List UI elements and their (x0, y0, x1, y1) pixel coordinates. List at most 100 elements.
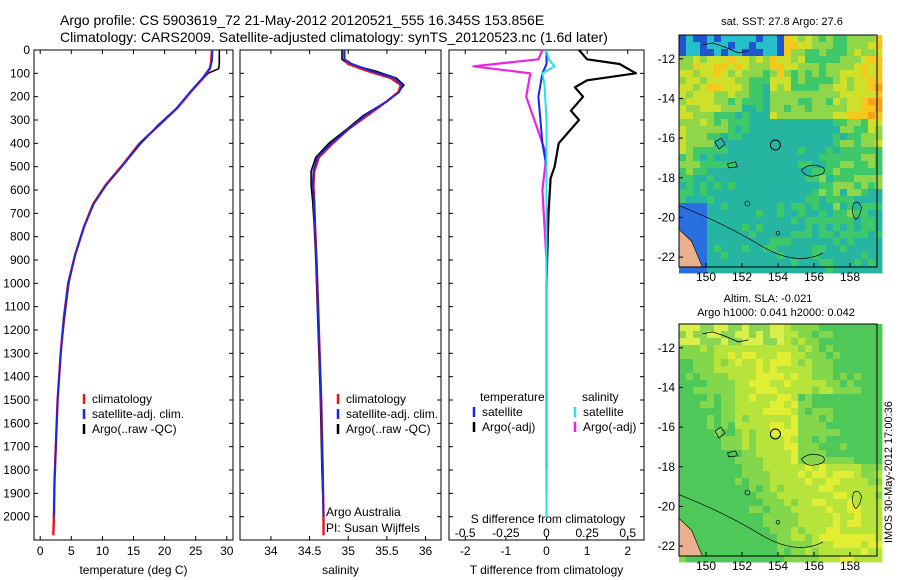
map-cell (749, 408, 757, 416)
map-cell (777, 182, 785, 190)
map-cell (763, 126, 771, 134)
map-cell (875, 401, 883, 409)
map-cell (798, 119, 806, 127)
map-cell (770, 175, 778, 183)
map-cell (735, 203, 743, 211)
map-cell (707, 133, 715, 141)
map-cell (840, 49, 848, 57)
map-cell (805, 541, 813, 549)
map-cell (805, 534, 813, 542)
map-cell (693, 91, 701, 99)
map-cell (700, 203, 708, 211)
map-cell (749, 140, 757, 148)
map-cell (791, 380, 799, 388)
map-cell (812, 485, 820, 493)
map-cell (714, 534, 722, 542)
map-cell (763, 42, 771, 50)
map-cell (875, 373, 883, 381)
map-cell (805, 259, 813, 267)
map-cell (693, 352, 701, 360)
map-cell (840, 224, 848, 232)
map-cell (805, 224, 813, 232)
map-cell (819, 154, 827, 162)
map-cell (728, 408, 736, 416)
map-cell (700, 429, 708, 437)
map-cell (777, 98, 785, 106)
map-cell (763, 436, 771, 444)
map-cell (777, 471, 785, 479)
map-cell (833, 161, 841, 169)
map-cell (700, 91, 708, 99)
map-cell (693, 394, 701, 402)
map-cell (679, 450, 687, 458)
map-cell (770, 252, 778, 260)
map-cell (693, 513, 701, 521)
map-cell (686, 387, 694, 395)
map-cell (686, 457, 694, 465)
map-cell (854, 464, 862, 472)
map-cell (770, 394, 778, 402)
map-cell (840, 471, 848, 479)
map-cell (679, 56, 687, 64)
map-cell (742, 63, 750, 71)
map-cell (847, 443, 855, 451)
map-cell (812, 520, 820, 528)
map-cell (784, 49, 792, 57)
map-cell (805, 77, 813, 85)
map-cell (826, 42, 834, 50)
map-cell (756, 140, 764, 148)
map-cell (868, 154, 876, 162)
map-cell (742, 373, 750, 381)
map-cell (798, 245, 806, 253)
map-cell (819, 471, 827, 479)
map-cell (749, 63, 757, 71)
map-cell (742, 387, 750, 395)
map-cell (798, 352, 806, 360)
map-cell (721, 245, 729, 253)
map-cell (798, 436, 806, 444)
map-cell (791, 77, 799, 85)
map-cell (854, 324, 862, 332)
map-cell (693, 471, 701, 479)
map-cell (742, 401, 750, 409)
map-cell (686, 436, 694, 444)
map-cell (756, 527, 764, 535)
map-cell (847, 338, 855, 346)
map-cell (756, 161, 764, 169)
map-cell (777, 231, 785, 239)
reef-outline (852, 201, 862, 220)
map-cell (819, 168, 827, 176)
map-cell (749, 324, 757, 332)
map-cell (700, 324, 708, 332)
map-cell (812, 154, 820, 162)
map-cell (742, 210, 750, 218)
map-cell (735, 224, 743, 232)
map-cell (707, 429, 715, 437)
map-cell (742, 324, 750, 332)
map-cell (686, 77, 694, 85)
map-cell (847, 175, 855, 183)
map-cell (700, 373, 708, 381)
map-cell (700, 245, 708, 253)
map-cell (833, 534, 841, 542)
map-cell (777, 126, 785, 134)
map-cell (749, 175, 757, 183)
map-cell (714, 70, 722, 78)
map-cell (714, 436, 722, 444)
map-cell (707, 324, 715, 332)
x-tick-label: 35.5 (375, 544, 399, 558)
map-cell (707, 436, 715, 444)
map-cell (756, 182, 764, 190)
map-cell (721, 408, 729, 416)
map-cell (693, 380, 701, 388)
map-cell (763, 168, 771, 176)
map-cell (798, 492, 806, 500)
map-cell (798, 252, 806, 260)
map-cell (742, 436, 750, 444)
map-cell (700, 112, 708, 120)
map-cell (728, 35, 736, 43)
map-cell (742, 154, 750, 162)
map-cell (805, 464, 813, 472)
y-tick-label: -18 (658, 460, 676, 474)
map-cell (742, 175, 750, 183)
